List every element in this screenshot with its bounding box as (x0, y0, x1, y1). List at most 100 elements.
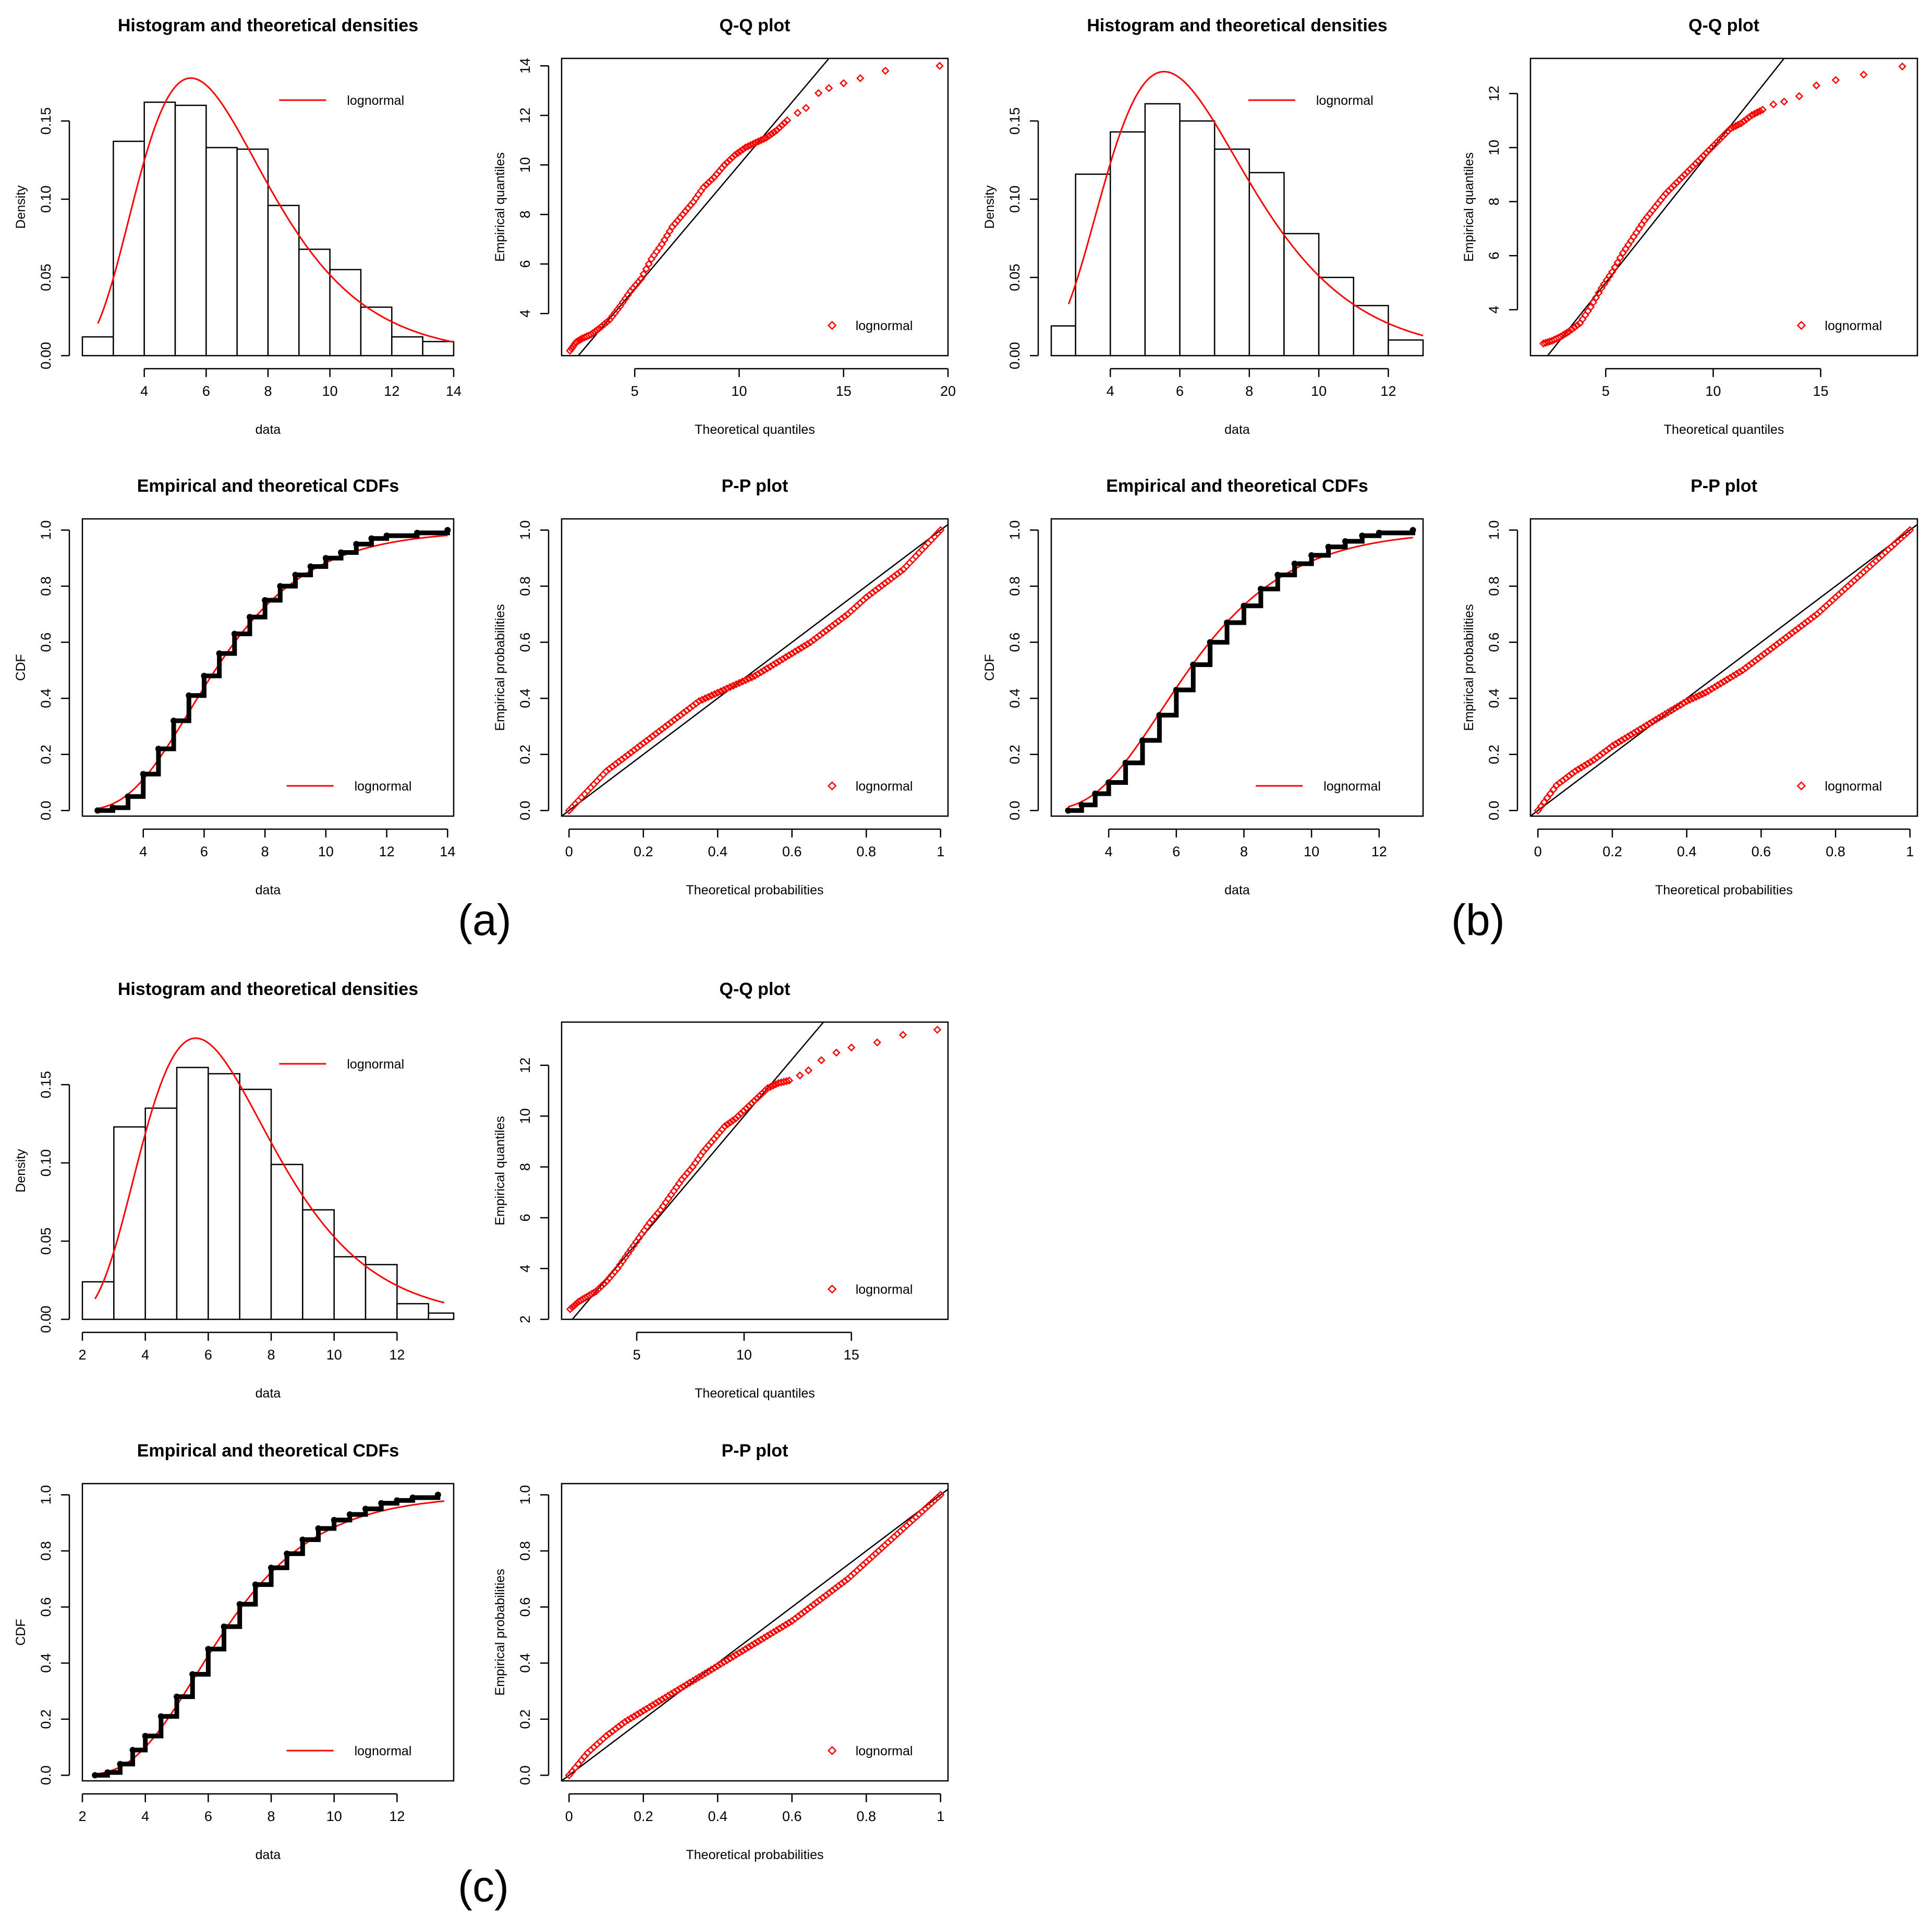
histogram-bar (1388, 339, 1424, 357)
y-tick-label: 1.0 (38, 520, 54, 540)
data-point (713, 1661, 722, 1670)
data-point (936, 526, 945, 535)
empirical-point (157, 1713, 164, 1720)
y-tick-label: 12 (1486, 86, 1502, 101)
data-point (1676, 700, 1685, 709)
x-axis-label: Theoretical probabilities (686, 1848, 823, 1862)
data-point (648, 1701, 657, 1709)
data-point (794, 646, 803, 654)
data-point (713, 688, 722, 697)
data-point (1747, 111, 1756, 119)
histogram-bar (143, 101, 176, 357)
data-point (797, 644, 806, 652)
empirical-point (262, 597, 269, 603)
data-point (1568, 325, 1576, 334)
data-point (760, 1633, 769, 1642)
legend-label: lognormal (1316, 93, 1374, 108)
x-axis-label: data (1224, 883, 1250, 897)
y-tick-label: 0.05 (1007, 264, 1023, 292)
y-tick-label: 0.15 (38, 1071, 54, 1099)
y-tick-label: 8 (517, 211, 533, 219)
histogram-bar (333, 1256, 367, 1320)
data-point (731, 1114, 740, 1123)
data-point (1623, 732, 1632, 741)
data-point (1732, 670, 1741, 678)
empirical-point (1257, 586, 1264, 592)
chart-pp-7: P-P plot Theoretical probabilities Empiric… (1462, 476, 1918, 897)
data-point (780, 118, 789, 127)
data-point (701, 1669, 710, 1678)
y-tick-label: 1.0 (517, 520, 533, 540)
chart-title: Histogram and theoretical densities (118, 16, 418, 35)
data-point (1735, 668, 1744, 676)
x-tick-label: 12 (379, 844, 395, 859)
data-point (589, 780, 598, 788)
data-point (589, 329, 597, 337)
data-point (1898, 62, 1906, 71)
x-tick-label: 2 (78, 1347, 86, 1363)
data-point (739, 1107, 748, 1115)
data-point (1753, 108, 1761, 117)
empirical-point (94, 807, 101, 814)
data-point (1574, 765, 1583, 774)
x-tick-label: 10 (731, 383, 747, 399)
data-point (707, 175, 716, 184)
data-point (803, 640, 812, 648)
empirical-point (104, 1769, 111, 1776)
empirical-point (394, 1497, 400, 1504)
data-point (873, 1038, 881, 1047)
data-point (1591, 293, 1600, 302)
x-tick-label: 4 (139, 844, 147, 859)
data-point (600, 1280, 609, 1288)
data-point (744, 674, 753, 683)
data-point (720, 1658, 728, 1667)
empirical-point (216, 650, 223, 657)
data-point (763, 1084, 772, 1093)
data-point (775, 657, 784, 665)
data-point (761, 1086, 769, 1095)
empirical-point (353, 541, 360, 548)
legend-label: lognormal (347, 1057, 404, 1072)
empirical-point (277, 583, 284, 590)
y-tick-label: 0.10 (1007, 186, 1023, 213)
empirical-point (1359, 532, 1366, 539)
data-point (772, 1626, 781, 1635)
y-tick-label: 0.10 (38, 1149, 54, 1177)
data-point (726, 1118, 734, 1127)
data-point (1586, 302, 1595, 311)
y-tick-label: 0.05 (38, 264, 54, 292)
data-point (1537, 802, 1545, 810)
data-point (694, 190, 703, 199)
data-point (775, 1624, 784, 1633)
data-point (754, 670, 762, 678)
y-tick-label: 10 (517, 1108, 533, 1124)
data-point (1682, 697, 1691, 706)
empirical-point (236, 1601, 243, 1608)
histogram-bar (205, 147, 238, 357)
data-point (1758, 105, 1767, 114)
data-point (726, 683, 734, 691)
x-tick-label: 8 (261, 844, 269, 859)
data-point (1655, 714, 1663, 722)
y-tick-label: 0.0 (38, 800, 54, 820)
data-point (704, 1667, 713, 1676)
data-point (655, 244, 664, 252)
data-point (738, 1647, 747, 1655)
chart-title: Q-Q plot (1688, 16, 1759, 35)
data-point (699, 183, 708, 191)
plot-frame (1529, 518, 1918, 817)
data-point (725, 155, 734, 164)
x-axis-label: data (256, 1848, 281, 1862)
chart-qq-5: Q-Q plot Theoretical quantiles Empirical q… (1462, 16, 1918, 437)
x-tick-label: 10 (326, 1808, 342, 1824)
x-tick-label: 12 (384, 383, 399, 399)
data-point (595, 324, 603, 333)
y-axis-label: Empirical quantiles (1462, 152, 1476, 262)
data-point (600, 320, 609, 329)
data-point (1589, 298, 1598, 307)
data-point (694, 1155, 702, 1163)
data-point (664, 1194, 673, 1203)
y-axis-label: CDF (14, 654, 28, 681)
data-point (769, 660, 777, 669)
data-point (791, 647, 799, 656)
